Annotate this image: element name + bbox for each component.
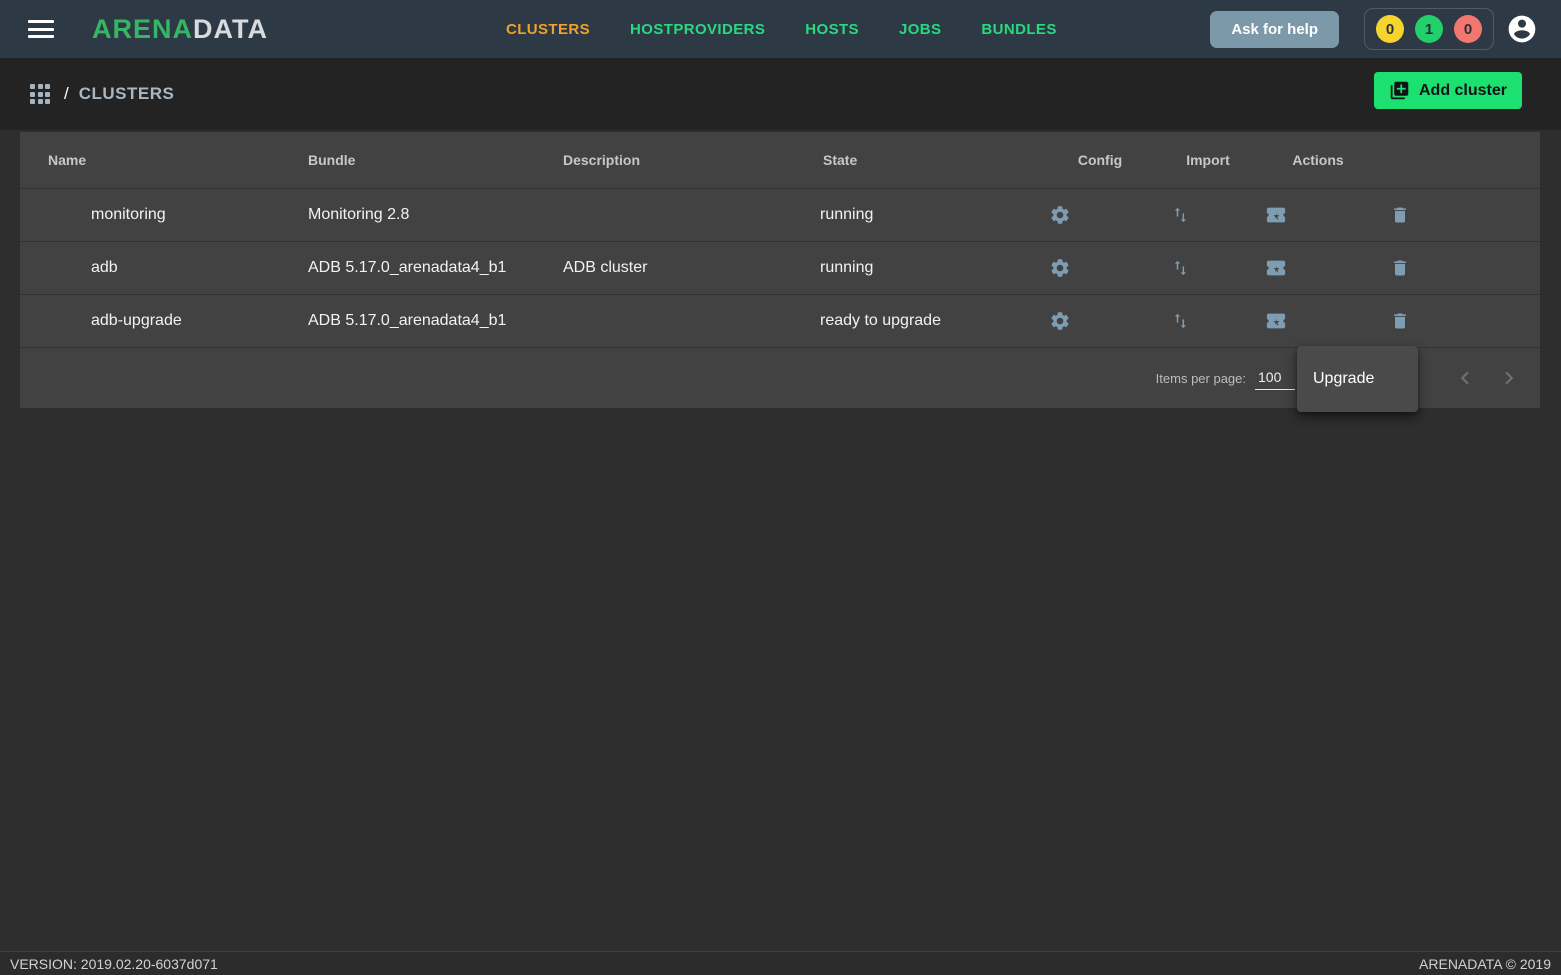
logo-part-arena: ARENA <box>92 13 194 44</box>
nav-bundles[interactable]: BUNDLES <box>981 20 1057 38</box>
table-paginator: Items per page: 100 <box>20 348 1540 408</box>
version-text: VERSION: 2019.02.20-6037d071 <box>10 955 218 972</box>
breadcrumb-bar: / CLUSTERS Add cluster <box>0 58 1561 130</box>
config-gear-icon[interactable] <box>1040 248 1080 288</box>
table-header-row: Name Bundle Description State Config Imp… <box>20 132 1540 189</box>
cell-state: ready to upgrade <box>820 312 941 329</box>
logo-part-data: DATA <box>193 13 268 44</box>
nav-hosts[interactable]: HOSTS <box>805 20 859 38</box>
delete-trash-icon[interactable] <box>1380 248 1420 288</box>
header-description: Description <box>563 152 641 168</box>
top-app-bar: ARENADATA CLUSTERS HOSTPROVIDERS HOSTS J… <box>0 0 1561 58</box>
cell-bundle: ADB 5.17.0_arenadata4_b1 <box>308 259 507 276</box>
delete-trash-icon[interactable] <box>1380 195 1420 235</box>
cell-bundle: ADB 5.17.0_arenadata4_b1 <box>308 312 507 329</box>
nav-hostproviders[interactable]: HOSTPROVIDERS <box>630 20 766 38</box>
add-cluster-label: Add cluster <box>1418 81 1507 99</box>
main-nav: CLUSTERS HOSTPROVIDERS HOSTS JOBS BUNDLE… <box>506 21 1057 38</box>
header-config: Config <box>1077 152 1123 168</box>
table-row-adb-upgrade[interactable]: adb-upgrade ADB 5.17.0_arenadata4_b1 rea… <box>20 295 1540 348</box>
cell-state: running <box>820 206 874 223</box>
nav-jobs[interactable]: JOBS <box>898 20 942 38</box>
header-import: Import <box>1186 152 1230 168</box>
arenadata-logo: ARENADATA <box>92 14 268 45</box>
import-export-icon[interactable] <box>1160 248 1200 288</box>
import-export-icon[interactable] <box>1160 195 1200 235</box>
actions-menu-popup: Upgrade <box>1297 346 1418 412</box>
table-row-adb[interactable]: adb ADB 5.17.0_arenadata4_b1 ADB cluster… <box>20 242 1540 295</box>
actions-ticket-icon[interactable] <box>1256 248 1296 288</box>
running-jobs-badge[interactable]: 0 <box>1376 15 1404 43</box>
actions-ticket-icon[interactable] <box>1256 195 1296 235</box>
topbar-right: Ask for help 0 1 0 <box>1210 8 1538 50</box>
next-page-icon[interactable] <box>1489 358 1529 398</box>
clusters-page: Name Bundle Description State Config Imp… <box>0 132 1561 412</box>
cell-description: ADB cluster <box>563 259 648 276</box>
apps-grid-icon[interactable] <box>30 84 50 104</box>
failed-jobs-badge[interactable]: 0 <box>1454 15 1482 43</box>
cell-name: adb <box>91 259 118 276</box>
items-per-page-label: Items per page: <box>1155 370 1246 386</box>
previous-page-icon[interactable] <box>1445 358 1485 398</box>
clusters-table: Name Bundle Description State Config Imp… <box>20 132 1540 408</box>
delete-trash-icon[interactable] <box>1380 301 1420 341</box>
header-bundle: Bundle <box>308 152 356 168</box>
import-export-icon[interactable] <box>1160 301 1200 341</box>
add-cluster-button[interactable]: Add cluster <box>1373 72 1522 109</box>
header-state: State <box>823 152 858 168</box>
config-gear-icon[interactable] <box>1040 195 1080 235</box>
cell-name: adb-upgrade <box>91 312 182 329</box>
header-name: Name <box>48 152 87 168</box>
page-size-select[interactable]: 100 <box>1255 367 1295 390</box>
menu-icon[interactable] <box>28 20 54 38</box>
breadcrumb-clusters[interactable]: CLUSTERS <box>78 84 175 103</box>
table-row-monitoring[interactable]: monitoring Monitoring 2.8 running <box>20 189 1540 242</box>
cell-bundle: Monitoring 2.8 <box>308 206 410 223</box>
config-gear-icon[interactable] <box>1040 301 1080 341</box>
copyright-text: ARENADATA © 2019 <box>1419 955 1551 972</box>
cell-state: running <box>820 259 874 276</box>
nav-clusters[interactable]: CLUSTERS <box>506 20 591 38</box>
breadcrumb-separator: / <box>64 84 69 103</box>
menu-item-upgrade[interactable]: Upgrade <box>1313 370 1375 387</box>
success-jobs-badge[interactable]: 1 <box>1415 15 1443 43</box>
account-circle-icon[interactable] <box>1506 13 1538 45</box>
status-footer: VERSION: 2019.02.20-6037d071 ARENADATA ©… <box>0 951 1561 975</box>
library-add-icon <box>1390 81 1409 100</box>
cell-name: monitoring <box>91 206 166 223</box>
job-status-badges: 0 1 0 <box>1364 8 1494 50</box>
ask-for-help-button[interactable]: Ask for help <box>1210 10 1339 48</box>
header-actions: Actions <box>1292 152 1344 168</box>
actions-ticket-icon[interactable] <box>1256 301 1296 341</box>
